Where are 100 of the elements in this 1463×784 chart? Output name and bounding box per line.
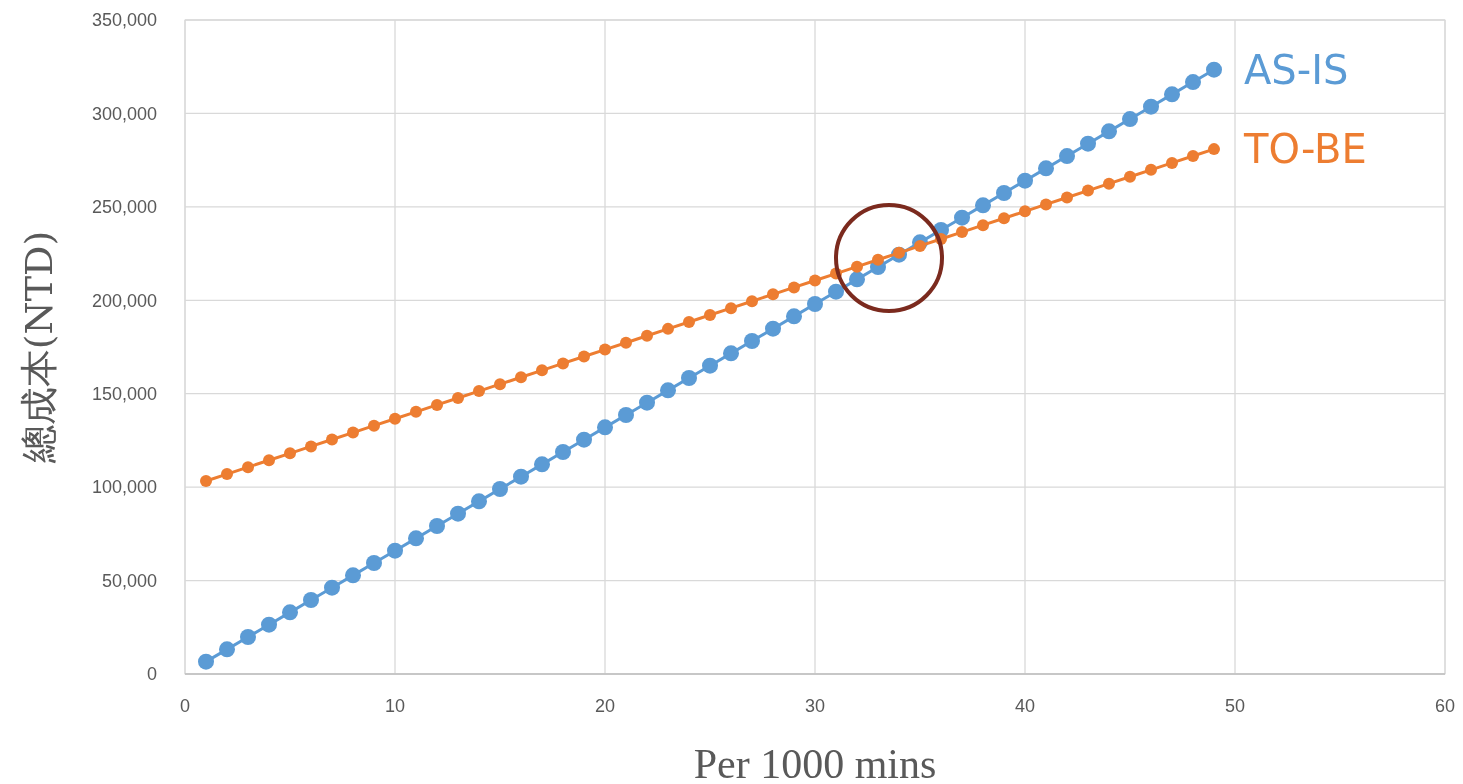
point — [345, 567, 361, 584]
point — [618, 407, 634, 424]
point — [1082, 184, 1094, 197]
y-tick-label: 350,000 — [91, 10, 157, 31]
point — [200, 474, 212, 487]
point — [849, 271, 865, 288]
point — [681, 370, 697, 387]
point — [347, 426, 359, 439]
y-tick-label: 0 — [146, 664, 157, 685]
x-tick-label: 0 — [179, 696, 191, 716]
point — [408, 530, 424, 547]
point — [387, 542, 403, 559]
point — [956, 226, 968, 239]
point — [198, 653, 214, 670]
point — [662, 322, 674, 335]
y-tick-label: 150,000 — [91, 384, 157, 405]
point — [1059, 148, 1075, 165]
point — [1080, 135, 1096, 152]
point — [704, 309, 716, 322]
y-tick-label: 50,000 — [101, 570, 157, 591]
point — [303, 592, 319, 609]
point — [723, 345, 739, 362]
point — [639, 394, 655, 411]
point — [809, 274, 821, 287]
point — [492, 481, 508, 498]
point — [219, 641, 235, 658]
point — [431, 398, 443, 411]
point — [851, 260, 863, 273]
x-tick-label: 40 — [1014, 696, 1036, 716]
x-tick-label: 10 — [384, 696, 406, 716]
point — [471, 493, 487, 510]
point — [1187, 150, 1199, 163]
point — [996, 185, 1012, 202]
point — [767, 288, 779, 301]
point — [788, 281, 800, 294]
point — [1038, 160, 1054, 177]
point — [725, 302, 737, 315]
point — [914, 239, 926, 252]
point — [872, 253, 884, 266]
point — [536, 364, 548, 377]
point — [828, 283, 844, 300]
point — [261, 616, 277, 633]
point — [807, 296, 823, 313]
point — [1143, 98, 1159, 115]
point — [1164, 86, 1180, 103]
y-tick-label: 250,000 — [91, 197, 157, 218]
point — [282, 604, 298, 621]
y-axis-title: 總成本(NTD) — [17, 230, 61, 465]
point — [1208, 143, 1220, 156]
point — [221, 468, 233, 481]
point — [1019, 205, 1031, 218]
point — [1124, 170, 1136, 183]
point — [452, 392, 464, 405]
point — [450, 505, 466, 522]
point — [555, 444, 571, 461]
point — [1206, 61, 1222, 78]
point — [599, 343, 611, 356]
point — [746, 295, 758, 308]
x-tick-label: 50 — [1224, 696, 1246, 716]
x-tick-label: 60 — [1434, 696, 1456, 716]
point — [660, 382, 676, 399]
point — [240, 629, 256, 645]
point — [683, 315, 695, 328]
point — [765, 320, 781, 337]
point — [702, 357, 718, 374]
point — [641, 329, 653, 342]
point — [1103, 177, 1115, 190]
series-label: AS-IS — [1244, 46, 1349, 93]
y-tick-label: 100,000 — [91, 477, 157, 498]
point — [557, 357, 569, 370]
point — [1122, 111, 1138, 128]
point — [389, 412, 401, 425]
point — [1061, 191, 1073, 204]
point — [1185, 74, 1201, 91]
point — [975, 197, 991, 214]
point — [576, 431, 592, 448]
point — [578, 350, 590, 363]
x-tick-label: 30 — [804, 696, 826, 716]
point — [513, 468, 529, 485]
y-tick-label: 200,000 — [91, 290, 157, 311]
point — [893, 246, 905, 259]
point — [1166, 156, 1178, 169]
point — [410, 405, 422, 418]
point — [366, 555, 382, 572]
point — [1101, 123, 1117, 140]
point — [263, 454, 275, 467]
point — [786, 308, 802, 325]
x-axis-title: Per 1000 mins — [693, 741, 937, 784]
y-tick-label: 300,000 — [91, 103, 157, 124]
point — [534, 456, 550, 473]
point — [1017, 172, 1033, 189]
point — [326, 433, 338, 446]
point — [368, 419, 380, 432]
point — [305, 440, 317, 453]
point — [954, 209, 970, 226]
point — [744, 333, 760, 350]
x-tick-label: 20 — [594, 696, 616, 716]
point — [998, 212, 1010, 225]
point — [977, 219, 989, 232]
point — [429, 518, 445, 535]
